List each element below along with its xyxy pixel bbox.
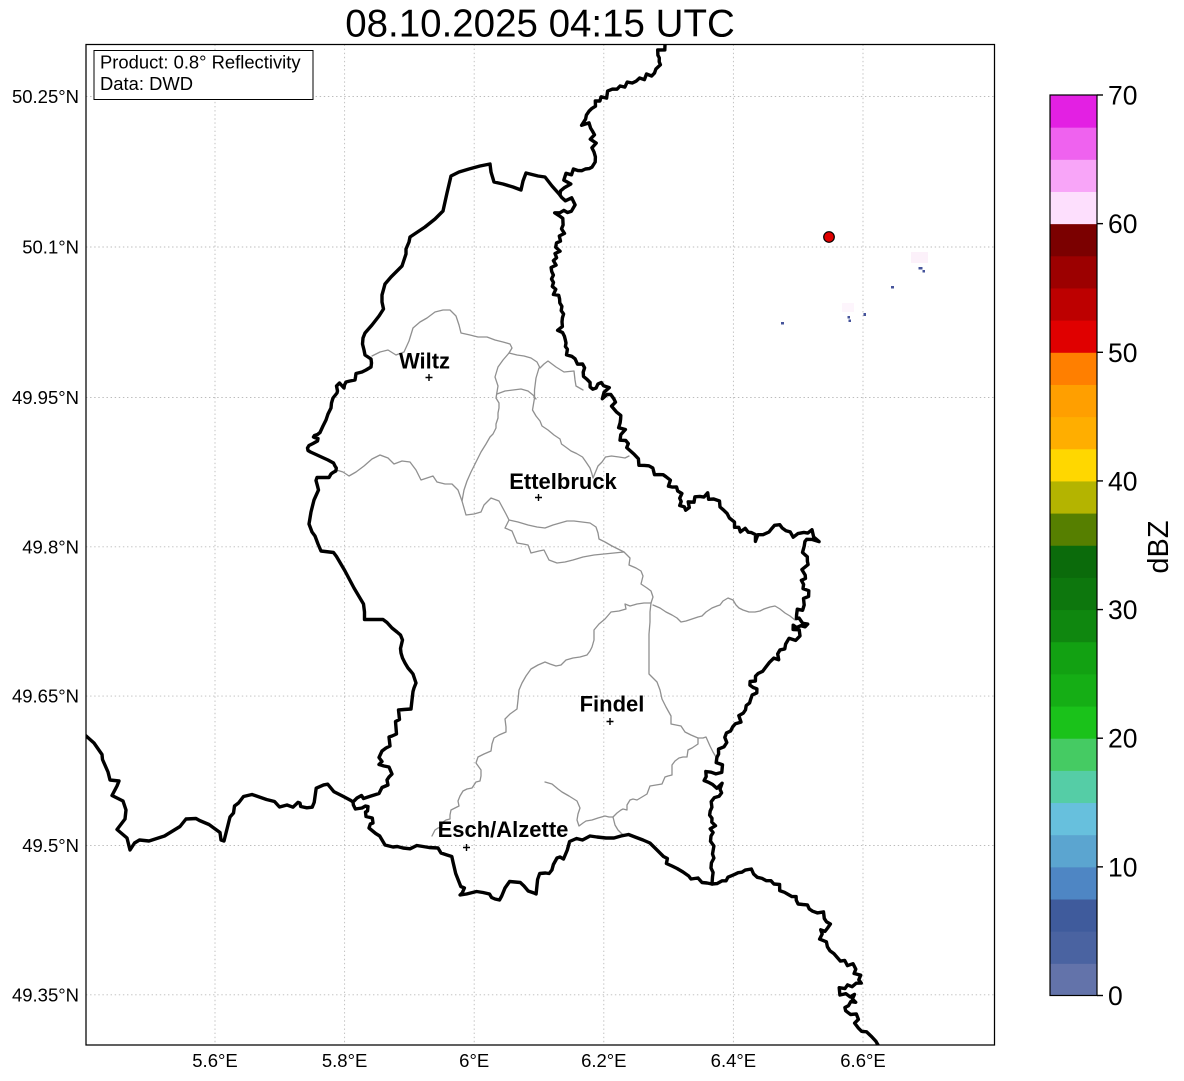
svg-text:5.8°E: 5.8°E bbox=[322, 1050, 367, 1071]
svg-text:Esch/Alzette: Esch/Alzette bbox=[438, 817, 569, 842]
svg-text:49.5°N: 49.5°N bbox=[22, 835, 79, 856]
svg-text:30: 30 bbox=[1108, 595, 1137, 625]
svg-text:49.65°N: 49.65°N bbox=[12, 686, 79, 707]
svg-text:Ettelbruck: Ettelbruck bbox=[509, 469, 617, 494]
svg-text:Wiltz: Wiltz bbox=[399, 349, 450, 374]
svg-text:Data: DWD: Data: DWD bbox=[100, 73, 193, 94]
svg-text:6.2°E: 6.2°E bbox=[581, 1050, 626, 1071]
svg-text:0: 0 bbox=[1108, 981, 1123, 1011]
svg-text:60: 60 bbox=[1108, 209, 1137, 239]
svg-text:Findel: Findel bbox=[580, 692, 645, 717]
svg-text:20: 20 bbox=[1108, 724, 1137, 754]
svg-text:50.25°N: 50.25°N bbox=[12, 86, 79, 107]
svg-text:dBZ: dBZ bbox=[1143, 520, 1175, 573]
svg-text:40: 40 bbox=[1108, 466, 1137, 496]
svg-text:6.4°E: 6.4°E bbox=[711, 1050, 756, 1071]
svg-text:5.6°E: 5.6°E bbox=[192, 1050, 237, 1071]
svg-text:49.8°N: 49.8°N bbox=[22, 536, 79, 557]
svg-text:50: 50 bbox=[1108, 338, 1137, 368]
svg-text:08.10.2025 04:15 UTC: 08.10.2025 04:15 UTC bbox=[345, 3, 735, 46]
svg-text:10: 10 bbox=[1108, 852, 1137, 882]
svg-text:50.1°N: 50.1°N bbox=[22, 237, 79, 258]
svg-text:49.95°N: 49.95°N bbox=[12, 387, 79, 408]
svg-text:49.35°N: 49.35°N bbox=[12, 984, 79, 1005]
svg-text:6.6°E: 6.6°E bbox=[840, 1050, 885, 1071]
svg-text:Product: 0.8° Reflectivity: Product: 0.8° Reflectivity bbox=[100, 52, 301, 73]
svg-text:70: 70 bbox=[1108, 81, 1137, 111]
svg-text:6°E: 6°E bbox=[459, 1050, 489, 1071]
